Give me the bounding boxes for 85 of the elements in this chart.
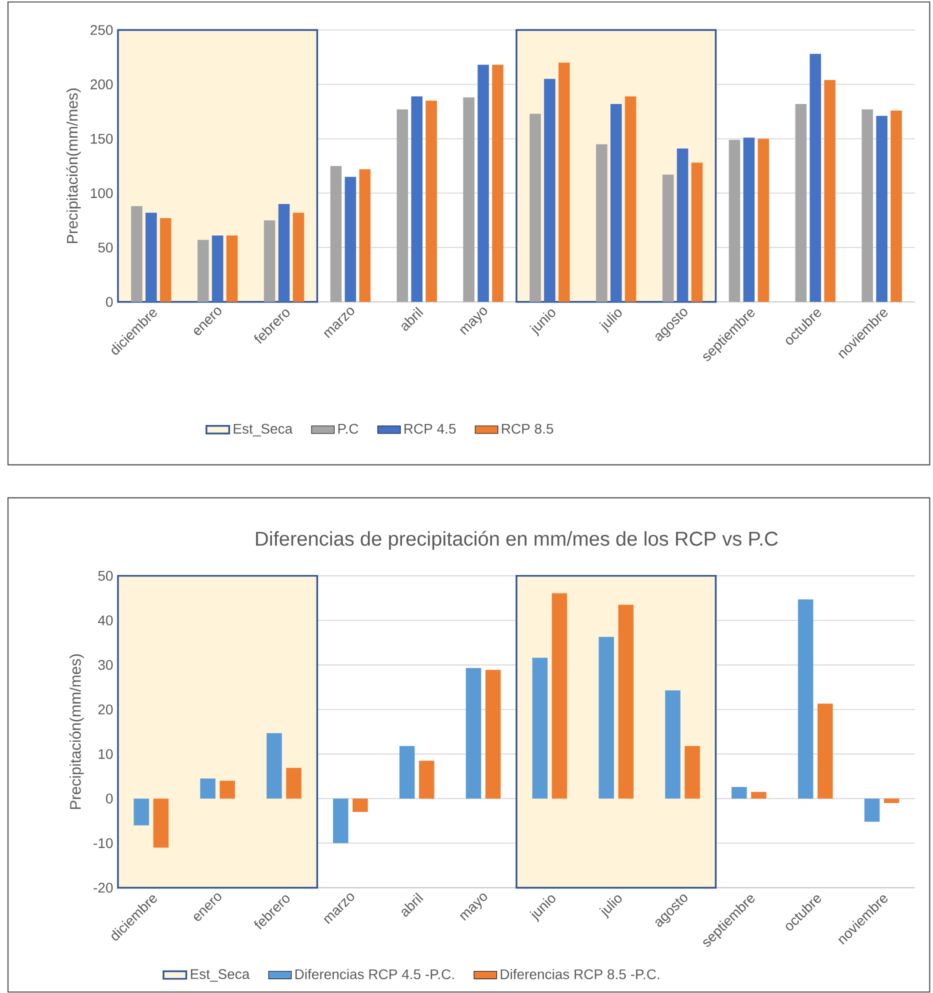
bar — [485, 670, 501, 799]
bar — [212, 236, 224, 302]
legend-label: Diferencias RCP 8.5 -P.C. — [500, 968, 660, 980]
bar — [743, 138, 755, 302]
bar — [286, 768, 302, 799]
bar — [197, 240, 209, 302]
bar — [558, 62, 570, 302]
bar — [676, 148, 688, 302]
bar — [463, 97, 474, 302]
bar — [662, 174, 674, 302]
bar — [610, 104, 622, 302]
bar — [220, 780, 236, 799]
bar — [131, 206, 142, 302]
bar — [532, 658, 548, 799]
bar — [624, 96, 636, 302]
bar — [134, 798, 150, 826]
y-tick-label: 10 — [98, 749, 113, 759]
bar — [732, 787, 747, 799]
bar — [478, 64, 489, 302]
y-tick-label: 150 — [90, 134, 113, 144]
bar — [226, 236, 238, 302]
bar — [264, 220, 276, 302]
bar — [359, 169, 371, 302]
bar — [758, 138, 770, 302]
bar — [618, 604, 634, 799]
bar — [890, 110, 902, 302]
bar — [876, 116, 888, 302]
y-tick-label: 40 — [98, 615, 113, 626]
bar — [411, 96, 423, 302]
bar — [824, 80, 836, 302]
legend-label: P.C — [338, 424, 358, 434]
bar — [278, 204, 290, 302]
bar — [691, 162, 703, 302]
bar — [153, 798, 169, 848]
bar — [665, 690, 680, 799]
bar — [418, 760, 434, 799]
bar — [684, 746, 700, 799]
bar — [344, 176, 356, 302]
bar — [266, 733, 282, 799]
bar — [864, 798, 880, 822]
bar — [598, 636, 614, 799]
y-tick-label: 100 — [90, 188, 113, 198]
bar — [396, 109, 408, 302]
legend-label: Est_Seca — [234, 424, 293, 436]
bar — [798, 599, 814, 799]
bar — [818, 704, 833, 799]
y-tick-label: 20 — [98, 704, 113, 714]
y-tick-label: 200 — [90, 79, 113, 90]
y-tick-label: 0 — [106, 296, 113, 307]
bar — [399, 746, 415, 799]
bar — [352, 798, 368, 812]
bar — [728, 140, 740, 302]
y-tick-label: 50 — [98, 242, 113, 252]
legend-label: Est_Seca — [190, 969, 250, 982]
chart-title: Diferencias de precipitación en mm/mes de los RCP vs P.C — [256, 530, 778, 550]
bar — [160, 218, 172, 302]
bar — [292, 212, 304, 302]
bar — [751, 792, 766, 799]
bar — [884, 798, 900, 804]
legend-label: Diferencias RCP 4.5 -P.C. — [295, 968, 454, 980]
bar — [426, 100, 437, 302]
x-tick-label: julio — [599, 310, 622, 334]
bar — [810, 54, 822, 302]
y-tick-label: 30 — [98, 660, 113, 670]
bar — [146, 212, 157, 302]
bar — [862, 109, 874, 302]
bar — [333, 798, 348, 844]
bar — [530, 114, 541, 302]
bar — [795, 104, 807, 302]
bar — [466, 668, 482, 799]
y-axis-title: Precipitación(mm/mes) — [69, 654, 84, 809]
bar — [552, 593, 568, 799]
bar — [492, 64, 504, 302]
y-axis-title: Precipitación(mm/mes) — [66, 88, 81, 244]
y-tick-label: 0 — [106, 794, 113, 804]
legend-label: RCP 4.5 — [404, 424, 456, 434]
y-tick-label: -20 — [94, 882, 113, 893]
bar — [200, 778, 216, 799]
bar — [596, 144, 608, 302]
y-tick-label: 250 — [90, 25, 113, 35]
bar — [544, 78, 556, 302]
bar — [330, 166, 342, 302]
legend-label: RCP 8.5 — [502, 424, 554, 434]
y-tick-label: 50 — [98, 570, 113, 581]
y-tick-label: -10 — [94, 838, 113, 848]
